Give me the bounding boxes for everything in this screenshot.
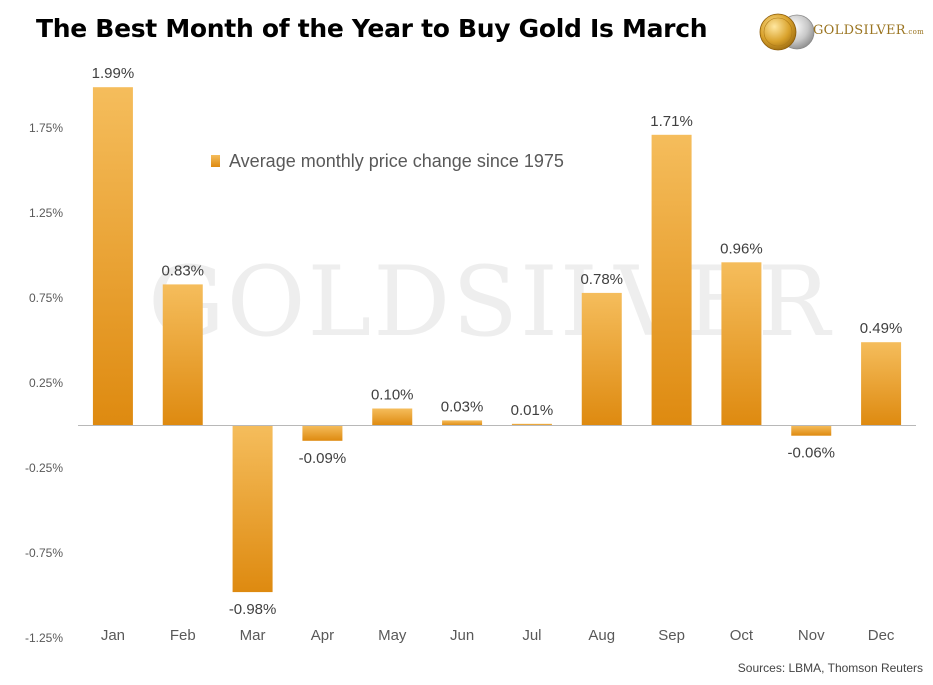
y-tick-label: -0.25% xyxy=(25,461,63,475)
y-tick-label: 0.25% xyxy=(29,376,63,390)
bar xyxy=(232,425,273,593)
data-label: -0.98% xyxy=(229,601,277,618)
data-label: 0.78% xyxy=(580,271,623,288)
x-tick-label: Nov xyxy=(798,627,825,644)
data-label: 0.10% xyxy=(371,387,414,404)
coins-icon xyxy=(759,13,815,51)
x-tick-label: Dec xyxy=(868,627,895,644)
logo-text: GOLDSILVER xyxy=(813,23,906,38)
bar xyxy=(721,262,762,426)
y-axis: 1.75% 1.25% 0.75% 0.25% -0.25% -0.75% -1.25% xyxy=(25,121,63,645)
data-label: 0.03% xyxy=(441,398,484,415)
y-tick-label: -0.75% xyxy=(25,546,63,560)
bar xyxy=(581,292,622,426)
bar xyxy=(511,423,552,426)
data-label: 0.96% xyxy=(720,240,763,257)
data-label: -0.06% xyxy=(787,445,835,462)
bar xyxy=(92,87,133,426)
chart-title: The Best Month of the Year to Buy Gold I… xyxy=(36,14,708,43)
x-tick-label: Jan xyxy=(101,627,125,644)
logo-suffix: .com xyxy=(905,28,925,36)
y-tick-label: 0.75% xyxy=(29,291,63,305)
goldsilver-logo: GOLDSILVER.com xyxy=(758,10,924,54)
x-tick-label: Sep xyxy=(658,627,685,644)
x-tick-label: May xyxy=(378,627,407,644)
bar xyxy=(302,425,343,441)
bar xyxy=(442,420,483,426)
bar xyxy=(791,425,832,436)
bar xyxy=(162,284,203,426)
legend-swatch xyxy=(211,155,220,167)
data-label: 1.71% xyxy=(650,113,693,130)
data-label: 0.83% xyxy=(161,262,204,279)
x-tick-label: Aug xyxy=(588,627,615,644)
x-axis: Jan Feb Mar Apr May Jun Jul Aug Sep Oct Nov Dec xyxy=(101,627,895,644)
data-label: 1.99% xyxy=(92,65,135,82)
legend: Average monthly price change since 1975 xyxy=(211,151,564,171)
x-tick-label: Oct xyxy=(730,627,754,644)
bars xyxy=(92,87,902,593)
y-tick-label: 1.25% xyxy=(29,206,63,220)
legend-label: Average monthly price change since 1975 xyxy=(229,151,564,171)
y-tick-label: -1.25% xyxy=(25,631,63,645)
x-tick-label: Apr xyxy=(311,627,334,644)
y-tick-label: 1.75% xyxy=(29,121,63,135)
bar xyxy=(372,408,413,426)
bar xyxy=(651,134,692,426)
source-note: Sources: LBMA, Thomson Reuters xyxy=(737,661,923,675)
data-labels: 1.99% 0.83% -0.98% -0.09% 0.10% 0.03% 0.01% 0.7… xyxy=(92,65,903,618)
data-label: -0.09% xyxy=(299,450,347,467)
bar xyxy=(861,342,902,426)
data-label: 0.01% xyxy=(511,402,554,419)
x-tick-label: Jul xyxy=(522,627,541,644)
x-tick-label: Mar xyxy=(240,627,266,644)
x-tick-label: Feb xyxy=(170,627,196,644)
x-tick-label: Jun xyxy=(450,627,474,644)
watermark-text: GOLDSILVER xyxy=(148,246,833,358)
data-label: 0.49% xyxy=(860,320,903,337)
